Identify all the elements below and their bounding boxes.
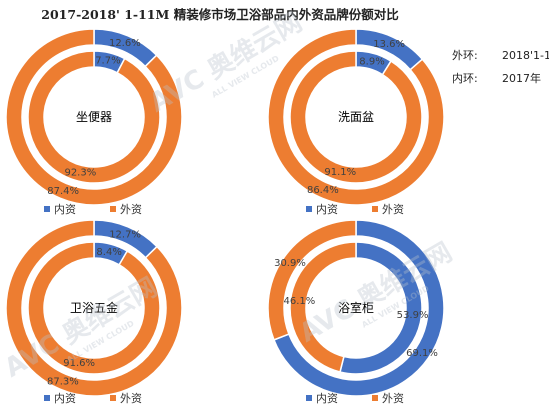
- inner-ring-label: 8.9%: [359, 56, 384, 67]
- inner-ring-label: 53.9%: [397, 310, 429, 321]
- outer-ring-label: 87.4%: [47, 186, 79, 197]
- legend-swatch: [306, 206, 312, 212]
- legend-swatch: [372, 395, 378, 401]
- outer-ring-label: 12.6%: [109, 38, 141, 49]
- legend-label: 外资: [382, 392, 404, 405]
- outer-ring-label: 69.1%: [406, 348, 438, 359]
- outer-ring-label: 13.6%: [373, 39, 405, 50]
- inner-ring-slice-foreign: [27, 241, 161, 375]
- legend-swatch: [306, 395, 312, 401]
- legend: 内资 外资: [44, 202, 142, 216]
- inner-ring-label: 8.4%: [96, 247, 121, 258]
- inner-ring-label: 91.6%: [63, 358, 95, 369]
- legend-label: 内资: [54, 202, 76, 216]
- inner-ring-label: 7.7%: [95, 56, 120, 67]
- outer-ring-label: 86.4%: [307, 185, 339, 196]
- legend-label: 外资: [382, 203, 404, 216]
- outer-ring-label: 12.7%: [109, 229, 141, 240]
- legend: 内资 外资: [306, 391, 404, 405]
- inner-ring-label: 92.3%: [64, 167, 96, 178]
- donut-center-label: 浴室柜: [338, 300, 374, 315]
- donut-center-label: 卫浴五金: [70, 300, 118, 315]
- outer-ring-slice-foreign: [5, 219, 183, 397]
- legend-swatch: [372, 206, 378, 212]
- inner-ring-slice-foreign: [289, 50, 423, 184]
- inner-ring-value: 2017年: [502, 72, 541, 85]
- inner-ring-label: 46.1%: [284, 296, 316, 307]
- legend-label: 内资: [54, 391, 76, 405]
- legend-label: 内资: [316, 391, 338, 405]
- outer-ring-label: 87.3%: [47, 377, 79, 388]
- legend-label: 内资: [316, 202, 338, 216]
- outer-ring-slice-foreign: [267, 219, 357, 341]
- inner-ring-key: 内环:: [452, 72, 478, 85]
- outer-ring-value: 2018'1-11M: [502, 49, 549, 62]
- outer-ring-label: 30.9%: [274, 258, 306, 269]
- inner-ring-label: 91.1%: [324, 167, 356, 178]
- legend-swatch: [110, 395, 116, 401]
- outer-ring-key: 外环:: [452, 49, 478, 62]
- donut-center-label: 洗面盆: [338, 110, 374, 124]
- legend-label: 外资: [120, 392, 142, 405]
- outer-ring-slice-foreign: [267, 28, 445, 206]
- legend: 内资 外资: [44, 391, 142, 405]
- inner-ring-slice-foreign: [27, 50, 161, 184]
- legend-swatch: [44, 206, 50, 212]
- legend-swatch: [44, 395, 50, 401]
- outer-ring-note: 外环: 2018'1-11M: [452, 47, 549, 63]
- inner-ring-note: 内环: 2017年: [452, 70, 541, 86]
- chart-title: 2017-2018' 1-11M 精装修市场卫浴部品内外资品牌份额对比: [41, 7, 399, 22]
- legend: 内资 外资: [306, 202, 404, 216]
- legend-label: 外资: [120, 203, 142, 216]
- inner-ring-slice-foreign: [289, 241, 357, 373]
- inner-ring-slice-domestic: [339, 241, 423, 375]
- donut-center-label: 坐便器: [76, 110, 112, 124]
- legend-swatch: [110, 206, 116, 212]
- outer-ring-slice-foreign: [5, 28, 183, 206]
